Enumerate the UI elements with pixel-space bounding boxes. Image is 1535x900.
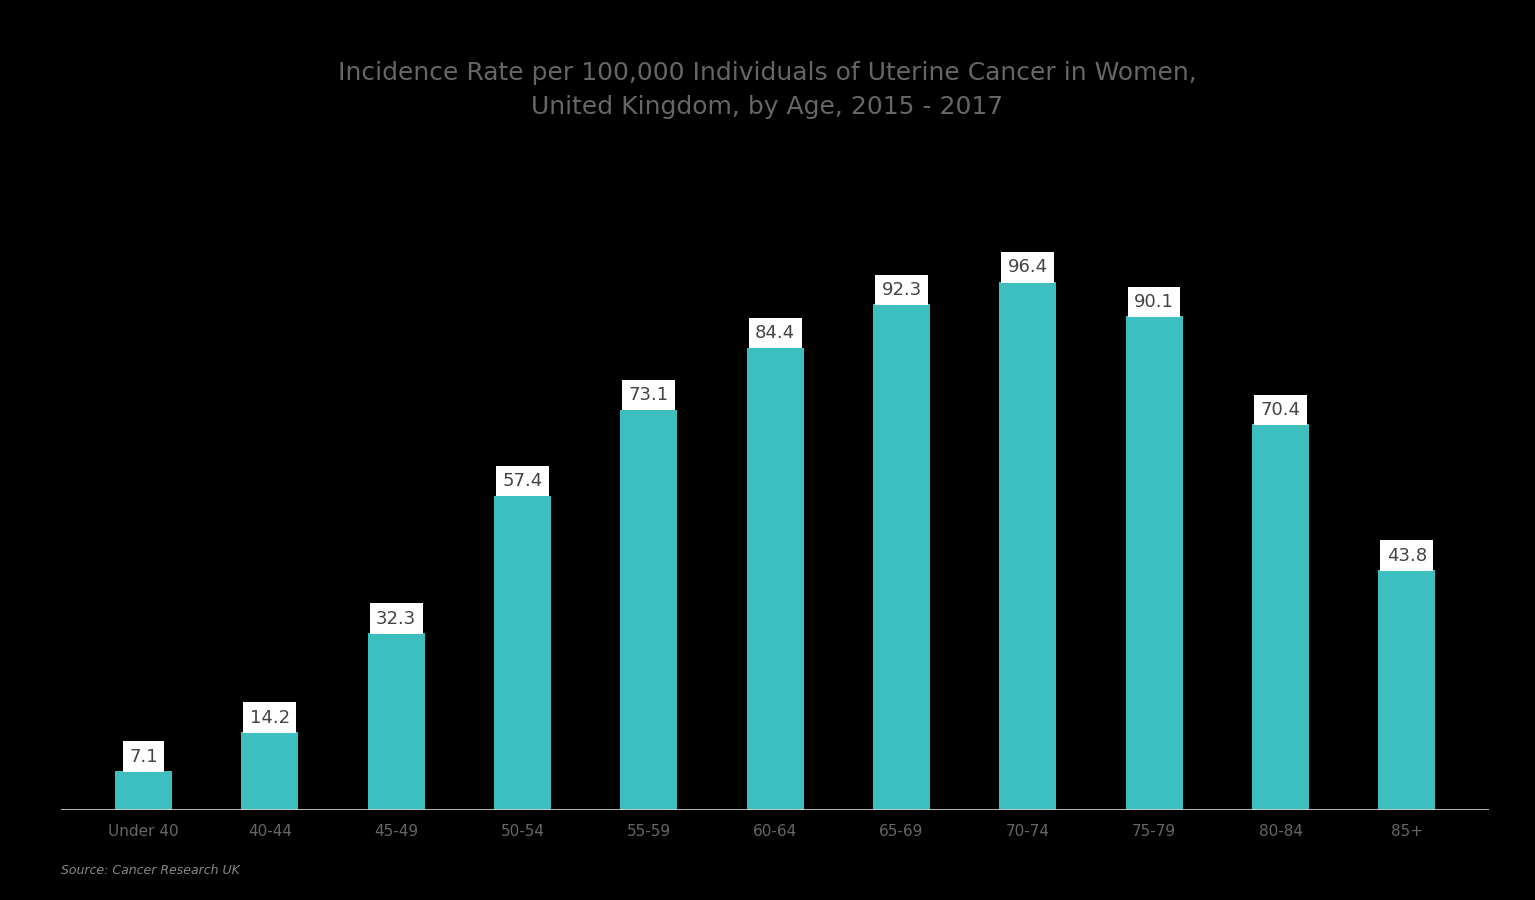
Bar [1378,570,1435,810]
Text: 32.3: 32.3 [376,609,416,627]
Text: 73.1: 73.1 [629,386,669,404]
Text: 14.2: 14.2 [250,708,290,726]
Text: 96.4: 96.4 [1008,258,1048,276]
Bar [746,347,804,810]
Text: Source: Cancer Research UK: Source: Cancer Research UK [61,865,241,878]
Bar [1253,424,1309,810]
Bar [368,633,425,810]
Text: 92.3: 92.3 [881,281,921,299]
Bar [999,282,1056,810]
Text: 70.4: 70.4 [1260,400,1300,418]
Text: 90.1: 90.1 [1134,292,1174,310]
Bar [620,410,677,810]
Bar [873,304,930,810]
Text: 84.4: 84.4 [755,324,795,342]
Bar [115,771,172,810]
Text: 57.4: 57.4 [502,472,543,490]
Text: 43.8: 43.8 [1386,546,1428,564]
Text: Incidence Rate per 100,000 Individuals of Uterine Cancer in Women,
United Kingdo: Incidence Rate per 100,000 Individuals o… [338,61,1197,119]
Bar [494,496,551,810]
Text: 7.1: 7.1 [129,748,158,766]
Bar [1125,317,1182,810]
Bar [241,733,298,810]
